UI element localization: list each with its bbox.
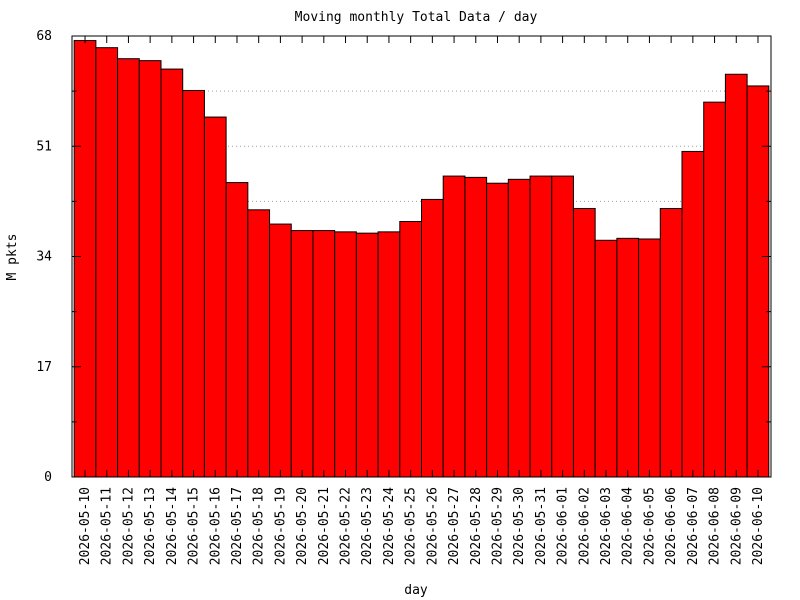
y-axis-label: M pkts — [5, 234, 20, 281]
bar — [247, 209, 271, 478]
x-tick-label: 2026-06-10 — [751, 487, 766, 565]
x-tick-label: 2026-06-05 — [642, 487, 657, 565]
bar — [269, 223, 292, 478]
bar — [73, 40, 97, 478]
bar — [421, 198, 444, 478]
bar — [377, 231, 401, 478]
x-tick-label: 2026-05-22 — [339, 487, 354, 565]
x-tick-label: 2026-05-19 — [273, 487, 288, 565]
bar — [616, 237, 640, 478]
bar — [225, 182, 249, 478]
bar — [724, 73, 748, 478]
bar — [399, 220, 423, 478]
x-tick-label: 2026-05-16 — [208, 487, 223, 565]
y-tick-label: 0 — [44, 470, 52, 485]
x-tick-label: 2026-06-06 — [664, 487, 679, 565]
x-tick-label: 2026-06-01 — [556, 487, 571, 565]
y-tick-label: 34 — [36, 250, 52, 265]
x-tick-label: 2026-05-14 — [165, 487, 180, 565]
x-tick-label: 2026-06-02 — [577, 487, 592, 565]
x-tick-label: 2026-05-18 — [252, 487, 267, 565]
bar — [572, 208, 596, 478]
x-tick-label: 2026-05-26 — [425, 487, 440, 565]
x-tick-label: 2026-05-20 — [295, 487, 310, 565]
x-tick-label: 2026-05-28 — [469, 487, 484, 565]
x-tick-label: 2026-05-13 — [143, 487, 158, 565]
bar — [355, 232, 379, 478]
x-tick-label: 2026-06-09 — [729, 487, 744, 565]
bar — [703, 101, 726, 478]
bar — [312, 230, 336, 478]
bar — [551, 175, 574, 478]
bar — [529, 175, 553, 478]
y-tick-label: 51 — [36, 139, 52, 154]
x-tick-label: 2026-05-17 — [230, 487, 245, 565]
x-tick-label: 2026-05-30 — [512, 487, 527, 565]
bar — [594, 239, 618, 478]
x-tick-label: 2026-05-10 — [78, 487, 93, 565]
bar — [95, 47, 119, 478]
x-tick-label: 2026-05-29 — [490, 487, 505, 565]
bar — [117, 58, 140, 478]
bar — [486, 182, 509, 478]
x-tick-label: 2026-05-31 — [534, 487, 549, 565]
axes-layer: 0 17 34 51 68 2026-05-10 2026-05-11 2026-05-12 2… — [36, 29, 772, 565]
x-tick-label: 2026-05-11 — [100, 487, 115, 565]
x-tick-label: 2026-05-12 — [121, 487, 136, 565]
bar — [746, 85, 770, 478]
x-tick-label: 2026-06-08 — [708, 487, 723, 565]
x-tick-label: 2026-05-27 — [447, 487, 462, 565]
bar — [160, 68, 184, 478]
bar — [464, 176, 488, 478]
bar — [182, 89, 205, 478]
bar — [138, 60, 162, 478]
y-tick-label: 68 — [36, 29, 52, 44]
x-tick-label: 2026-06-03 — [599, 487, 614, 565]
x-tick-label: 2026-05-23 — [360, 487, 375, 565]
bar — [681, 150, 705, 478]
x-tick-label: 2026-05-24 — [382, 487, 397, 565]
x-tick-label: 2026-06-07 — [686, 487, 701, 565]
bar — [507, 178, 531, 478]
bar — [659, 208, 683, 478]
bar — [334, 231, 357, 478]
x-tick-label: 2026-05-21 — [317, 487, 332, 565]
bar — [290, 230, 314, 478]
x-tick-label: 2026-05-25 — [404, 487, 419, 565]
x-axis-label: day — [404, 583, 428, 598]
y-tick-label: 17 — [36, 360, 52, 375]
bar — [442, 175, 466, 478]
chart-title: Moving monthly Total Data / day — [295, 10, 538, 25]
bar — [203, 116, 227, 478]
bars-layer — [73, 40, 770, 478]
bar — [638, 238, 661, 478]
x-tick-label: 2026-05-15 — [187, 487, 202, 565]
x-tick-label: 2026-06-04 — [621, 487, 636, 565]
